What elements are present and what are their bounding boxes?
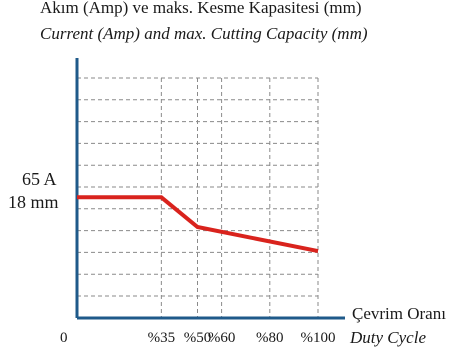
x-tick-label: %60 [208,330,236,346]
x-tick-label: %100 [301,330,336,346]
x-tick-label: %80 [256,330,284,346]
grid [77,77,319,318]
x-tick-label: %50 [184,330,212,346]
chart-title: Akım (Amp) ve maks. Kesme Kapasitesi (mm… [40,0,362,17]
x-axis-label: Çevrim Oranı [352,304,446,323]
y-label-current: 65 A [22,169,57,189]
x-axis-label-en: Duty Cycle [349,328,426,347]
y-label-capacity: 18 mm [8,192,59,212]
series-line [77,195,319,254]
x-tick-label: %35 [148,330,176,346]
origin-label: 0 [60,330,68,346]
x-tick-labels: %35 %50%60 %80 %100 [148,330,336,346]
chart-subtitle: Current (Amp) and max. Cutting Capacity … [40,24,368,43]
